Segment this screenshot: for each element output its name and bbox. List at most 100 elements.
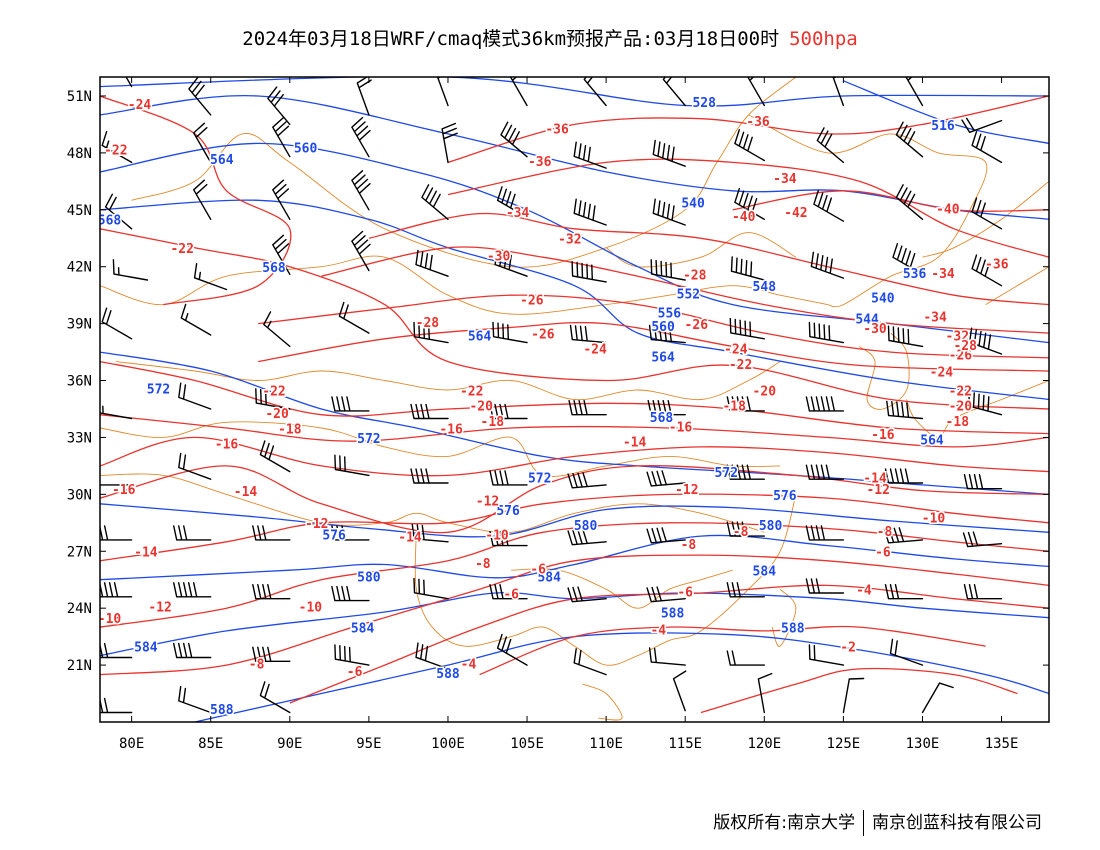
temperature-label: -16 — [669, 421, 693, 436]
wind-barb — [573, 648, 607, 676]
temperature-label: -4 — [461, 658, 477, 673]
wind-barb — [272, 234, 291, 275]
wind-barb — [331, 585, 370, 602]
temperature-contour--32 — [368, 212, 1049, 306]
geopotential-label: 572 — [715, 466, 738, 481]
boundaries-layer — [100, 77, 1049, 721]
boundary-line — [922, 180, 1049, 258]
wind-barb — [734, 129, 765, 162]
temperature-label: -32 — [946, 329, 969, 344]
wind-barb — [726, 582, 765, 598]
wind-barb — [252, 646, 291, 662]
wind-barb — [193, 179, 212, 220]
wind-barb — [892, 243, 924, 275]
wind-barb — [805, 578, 845, 594]
temperature-label: -16 — [439, 422, 463, 437]
temperature-label: -36 — [545, 123, 569, 138]
wind-barb — [816, 127, 845, 164]
temperature-label: -12 — [476, 494, 499, 509]
wind-barb — [496, 186, 528, 219]
temperature-label: -36 — [985, 257, 1009, 272]
temperature-label: -26 — [685, 318, 709, 333]
wind-barb — [808, 644, 845, 666]
wind-barb — [646, 470, 686, 487]
temperature-contour--6 — [289, 584, 1049, 704]
geopotential-label: 576 — [322, 529, 346, 544]
boundary-line — [100, 473, 765, 533]
wind-barb — [100, 405, 133, 420]
wind-barb — [180, 303, 212, 336]
geopotential-label: 540 — [681, 197, 705, 212]
wind-barb — [805, 396, 845, 412]
wind-barb — [496, 633, 528, 666]
wind-barb — [173, 642, 212, 659]
wind-barb — [726, 650, 765, 666]
temperature-label: -12 — [148, 601, 171, 616]
geopotential-contour-516 — [843, 80, 1049, 145]
wind-barb — [415, 642, 449, 670]
wind-barb — [895, 121, 924, 158]
temperature-label: -24 — [724, 343, 748, 358]
temperature-contour--16 — [100, 436, 1049, 477]
lat-tick-label: 27N — [67, 544, 92, 560]
temperature-label: -36 — [528, 155, 552, 170]
geopotential-label: 588 — [661, 606, 685, 621]
wind-barb — [963, 474, 1003, 490]
wind-barb — [410, 468, 449, 484]
lon-tick-label: 135E — [985, 736, 1019, 752]
temperature-label: -22 — [170, 242, 193, 257]
wind-barb — [921, 682, 954, 714]
footer: 版权所有:南京大学 南京创蓝科技有限公司 — [713, 808, 1042, 836]
temperature-label: -14 — [134, 546, 158, 561]
wind-barb — [650, 259, 686, 281]
temperature-label: -40 — [732, 210, 756, 225]
geopotential-contour-576 — [100, 503, 1049, 538]
temperature-label: -20 — [265, 407, 289, 422]
copyright-text: 版权所有:南京大学 — [713, 813, 855, 833]
geopotential-label: 584 — [753, 565, 777, 580]
wind-barb — [413, 577, 449, 600]
wind-barb — [573, 198, 607, 226]
boundary-line — [100, 255, 828, 315]
temperature-label: -20 — [469, 400, 493, 415]
temperature-label: -4 — [650, 623, 666, 638]
title-level: 500hpa — [789, 28, 858, 50]
lon-tick-label: 85E — [198, 736, 223, 752]
geopotential-label: 564 — [651, 350, 675, 365]
temperature-label: -22 — [729, 358, 752, 373]
plot-frame — [99, 76, 1050, 723]
wind-barb — [415, 249, 449, 277]
geopotential-label: 568 — [98, 214, 122, 229]
wind-barb — [331, 396, 370, 412]
geopotential-label: 572 — [528, 472, 551, 487]
lon-tick-label: 120E — [747, 736, 781, 752]
temperature-label: -6 — [503, 587, 519, 602]
boundary-line — [414, 494, 797, 666]
wind-barb — [272, 116, 291, 158]
wind-barb — [441, 122, 458, 164]
temperature-label: -24 — [128, 98, 152, 113]
temperature-label: -8 — [877, 525, 893, 540]
wind-barb — [252, 584, 291, 600]
temperature-label: -12 — [675, 483, 698, 498]
wind-barb — [757, 672, 773, 714]
wind-barb — [101, 307, 133, 340]
boundary-line — [605, 232, 797, 268]
wind-barb — [489, 403, 528, 420]
wind-barb — [832, 77, 845, 107]
boundary-line — [582, 683, 623, 721]
wind-barb — [410, 403, 449, 420]
wind-barb — [421, 184, 449, 220]
wind-barb — [338, 301, 370, 334]
wind-barb — [962, 531, 1003, 548]
geopotential-label: 584 — [134, 641, 158, 656]
temperature-contour--22 — [100, 228, 1049, 410]
wind-barb — [178, 686, 212, 714]
wind-barb — [436, 77, 449, 107]
geopotential-label: 576 — [496, 504, 520, 519]
wind-barb — [188, 77, 212, 116]
wind-barb — [263, 311, 291, 348]
temperature-contour--30 — [321, 246, 1049, 334]
temperature-label: -28 — [953, 339, 977, 354]
